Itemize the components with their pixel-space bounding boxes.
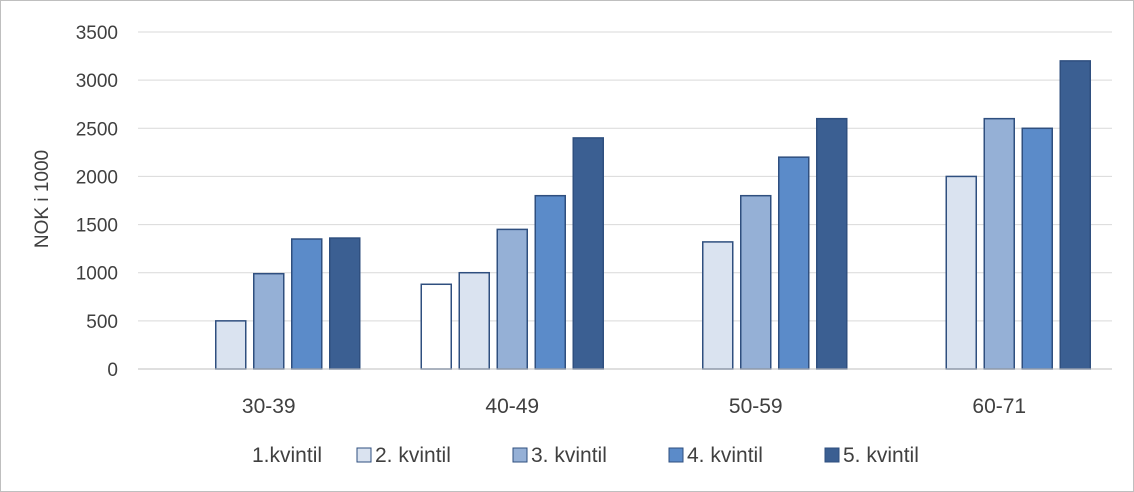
bar: [816, 117, 848, 370]
axes: 0 500 1000 1500 2000 2500 3000 3500 30-39 40-49 50…: [76, 23, 1112, 418]
bar: [945, 175, 977, 370]
y-tick-label: 2500: [76, 119, 118, 140]
bar: [1059, 60, 1091, 370]
legend-label: 4. kvintil: [687, 444, 763, 467]
y-tick-label: 0: [107, 360, 118, 381]
legend-label: 5. kvintil: [843, 444, 919, 467]
bar: [778, 156, 810, 370]
bar: [215, 320, 247, 370]
legend-label: 3. kvintil: [531, 444, 607, 467]
bars: [215, 60, 1091, 370]
y-tick-label: 500: [86, 312, 118, 333]
bar: [496, 228, 528, 370]
y-tick-label: 2000: [76, 167, 118, 188]
legend-swatch: [356, 447, 372, 463]
y-tick-label: 3500: [76, 23, 118, 44]
legend-swatch: [824, 447, 840, 463]
x-tick-label: 60-71: [972, 395, 1026, 418]
bar: [983, 117, 1015, 370]
bar: [253, 272, 285, 370]
y-axis-title: NOK i 1000: [32, 150, 53, 248]
x-tick-label: 50-59: [729, 395, 783, 418]
bar: [534, 194, 566, 370]
bar: [702, 241, 734, 370]
legend-swatch: [512, 447, 528, 463]
bar: [291, 238, 323, 370]
bar: [1021, 127, 1053, 370]
bar: [458, 271, 490, 370]
legend-label: 2. kvintil: [375, 444, 451, 467]
y-tick-label: 1000: [76, 264, 118, 285]
x-tick-label: 40-49: [485, 395, 539, 418]
x-tick-label: 30-39: [242, 395, 296, 418]
y-tick-label: 1500: [76, 216, 118, 237]
legend: 1.kvintil 2. kvintil 3. kvintil 4. kvintil 5…: [252, 444, 919, 467]
y-tick-label: 3000: [76, 71, 118, 92]
legend-swatch: [668, 447, 684, 463]
bar: [329, 237, 361, 370]
bar: [420, 283, 452, 370]
bar: [740, 194, 772, 370]
bar: [572, 137, 604, 370]
legend-label: 1.kvintil: [252, 444, 322, 467]
